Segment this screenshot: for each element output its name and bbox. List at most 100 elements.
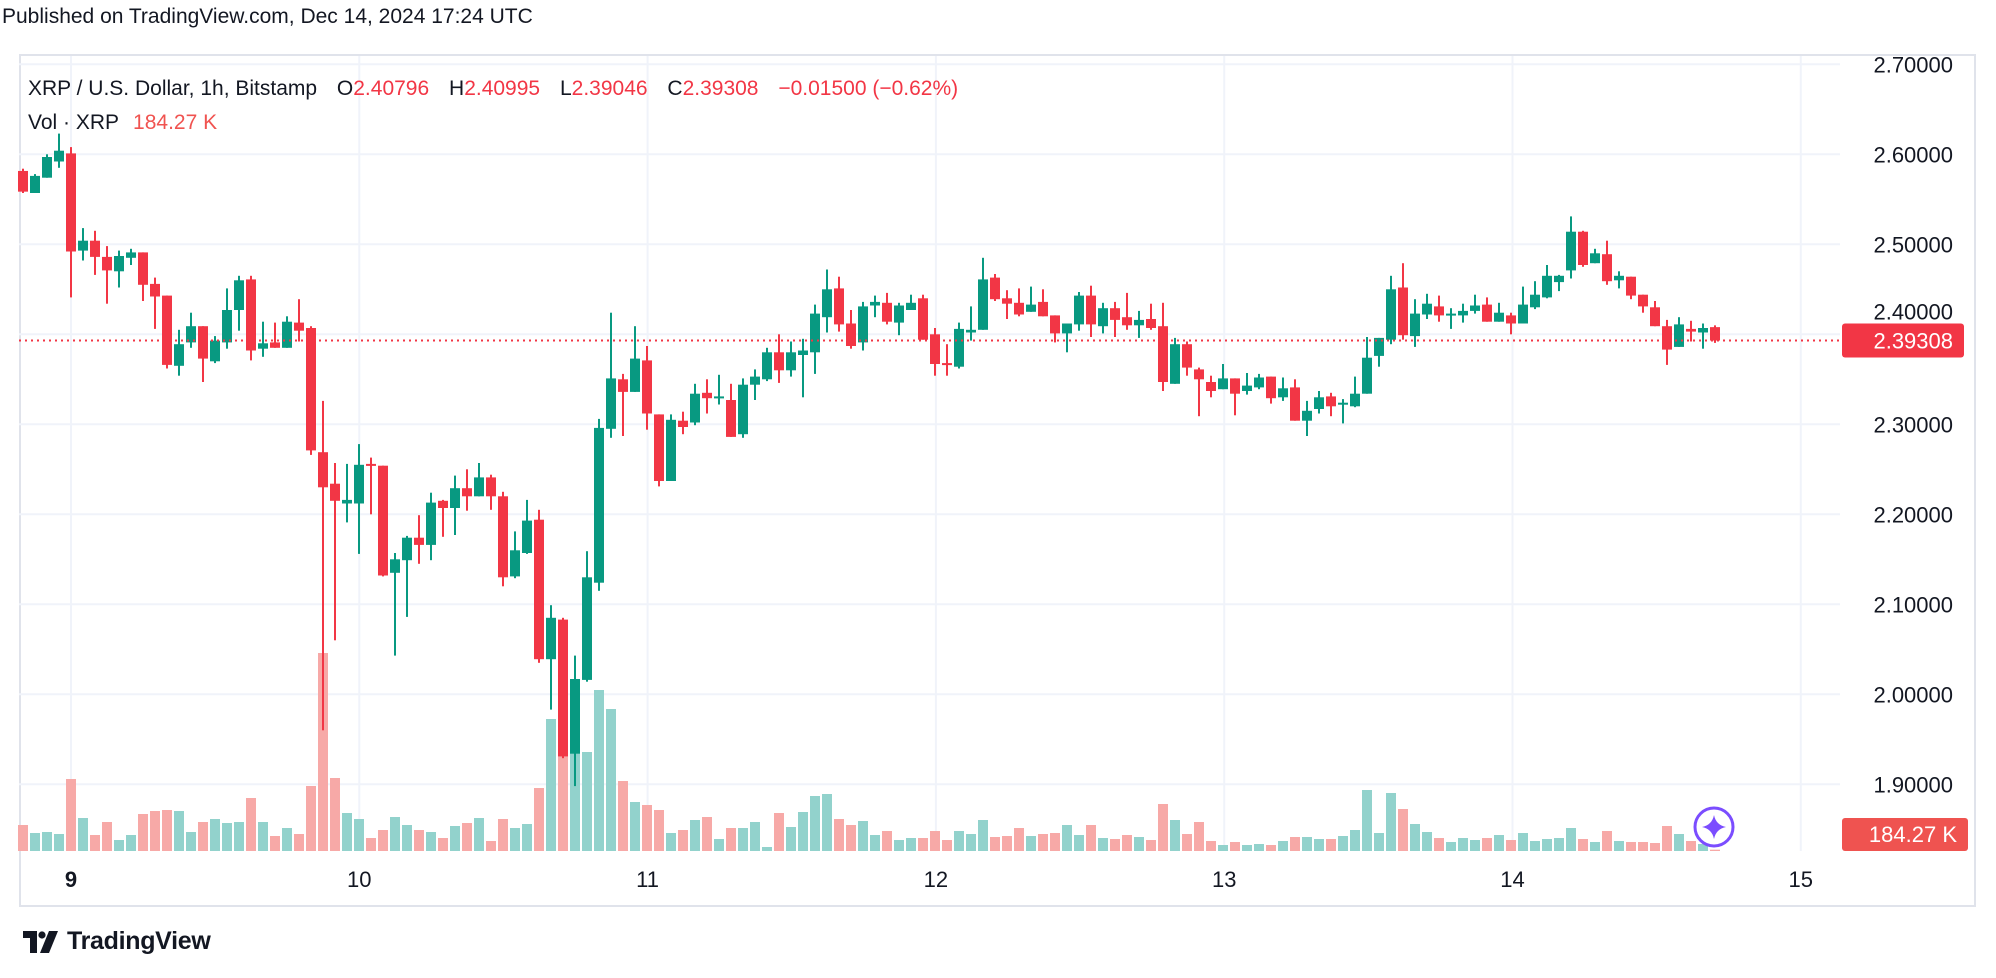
candle[interactable] [1002, 290, 1012, 319]
candle[interactable] [354, 444, 364, 554]
candle[interactable] [1434, 295, 1444, 322]
candle[interactable] [486, 474, 496, 510]
candle[interactable] [102, 246, 112, 304]
candle[interactable] [786, 341, 796, 377]
candle[interactable] [1254, 373, 1264, 390]
candle[interactable] [882, 292, 892, 325]
candle[interactable] [450, 475, 460, 535]
candle[interactable] [1062, 323, 1072, 353]
candle[interactable] [906, 294, 916, 310]
candle[interactable] [1698, 323, 1708, 349]
candle[interactable] [1146, 303, 1156, 330]
candle[interactable] [774, 334, 784, 383]
candle[interactable] [1446, 308, 1456, 329]
candle[interactable] [1470, 294, 1480, 314]
candle[interactable] [630, 326, 640, 392]
candle[interactable] [726, 383, 736, 437]
candle[interactable] [1590, 248, 1600, 264]
candle[interactable] [114, 250, 124, 288]
candle[interactable] [1494, 302, 1504, 322]
candle[interactable] [126, 248, 136, 265]
candle[interactable] [1374, 337, 1384, 367]
candle[interactable] [1422, 293, 1432, 319]
candle[interactable] [1614, 271, 1624, 289]
candle[interactable] [438, 499, 448, 537]
candle[interactable] [714, 374, 724, 405]
candle[interactable] [414, 515, 424, 564]
candle[interactable] [654, 414, 664, 487]
candle[interactable] [1230, 378, 1240, 416]
candle[interactable] [1350, 376, 1360, 408]
candle[interactable] [1626, 276, 1636, 300]
candle[interactable] [1650, 301, 1660, 327]
candle[interactable] [1026, 286, 1036, 312]
candle[interactable] [1038, 289, 1048, 317]
candle[interactable] [954, 322, 964, 369]
candle[interactable] [270, 322, 280, 348]
candle[interactable] [1566, 216, 1576, 279]
candle[interactable] [1314, 391, 1324, 414]
candle[interactable] [870, 295, 880, 318]
candle[interactable] [306, 326, 316, 455]
candle[interactable] [1398, 263, 1408, 340]
candle[interactable] [1050, 315, 1060, 343]
candle[interactable] [1110, 301, 1120, 337]
candle[interactable] [318, 400, 328, 731]
candle[interactable] [1530, 281, 1540, 310]
candle[interactable] [210, 336, 220, 364]
candle[interactable] [1674, 317, 1684, 347]
candle[interactable] [330, 463, 340, 641]
candle[interactable] [1266, 376, 1276, 404]
candle[interactable] [1362, 337, 1372, 394]
candle[interactable] [894, 302, 904, 336]
candle[interactable] [1218, 364, 1228, 390]
candle[interactable] [1170, 337, 1180, 384]
candle[interactable] [54, 133, 64, 168]
candle[interactable] [18, 168, 28, 193]
candle[interactable] [246, 275, 256, 361]
candle[interactable] [1482, 297, 1492, 322]
candle[interactable] [582, 551, 592, 682]
candle[interactable] [1326, 392, 1336, 417]
candle[interactable] [474, 463, 484, 497]
candle[interactable] [1194, 367, 1204, 417]
candle[interactable] [66, 147, 76, 298]
candle[interactable] [498, 491, 508, 587]
candle[interactable] [1338, 399, 1348, 424]
candle[interactable] [594, 418, 604, 591]
candle[interactable] [678, 411, 688, 435]
candle[interactable] [1578, 230, 1588, 267]
candle[interactable] [918, 294, 928, 340]
candle[interactable] [90, 230, 100, 275]
candle[interactable] [150, 277, 160, 329]
candle[interactable] [162, 295, 172, 369]
candle[interactable] [1014, 288, 1024, 317]
candle[interactable] [642, 346, 652, 430]
candle[interactable] [1122, 292, 1132, 330]
candle[interactable] [978, 257, 988, 330]
candle[interactable] [1206, 375, 1216, 398]
candle[interactable] [30, 174, 40, 193]
candle[interactable] [606, 312, 616, 438]
candle[interactable] [234, 275, 244, 331]
candle[interactable] [1098, 302, 1108, 334]
candle[interactable] [342, 463, 352, 523]
candle[interactable] [546, 605, 556, 710]
candle[interactable] [1386, 275, 1396, 345]
candle[interactable] [990, 274, 1000, 301]
candle[interactable] [762, 347, 772, 382]
candle[interactable] [462, 469, 472, 511]
candle[interactable] [1302, 400, 1312, 436]
volume-label[interactable]: Vol · XRP [28, 111, 120, 134]
candle[interactable] [198, 326, 208, 382]
candle[interactable] [426, 492, 436, 561]
candle[interactable] [138, 252, 148, 301]
candle[interactable] [1134, 310, 1144, 338]
candle[interactable] [858, 301, 868, 351]
candle[interactable] [366, 457, 376, 515]
candle[interactable] [42, 154, 52, 178]
candle[interactable] [750, 369, 760, 400]
candle[interactable] [1458, 303, 1468, 323]
candle[interactable] [1182, 341, 1192, 376]
candle[interactable] [390, 553, 400, 656]
